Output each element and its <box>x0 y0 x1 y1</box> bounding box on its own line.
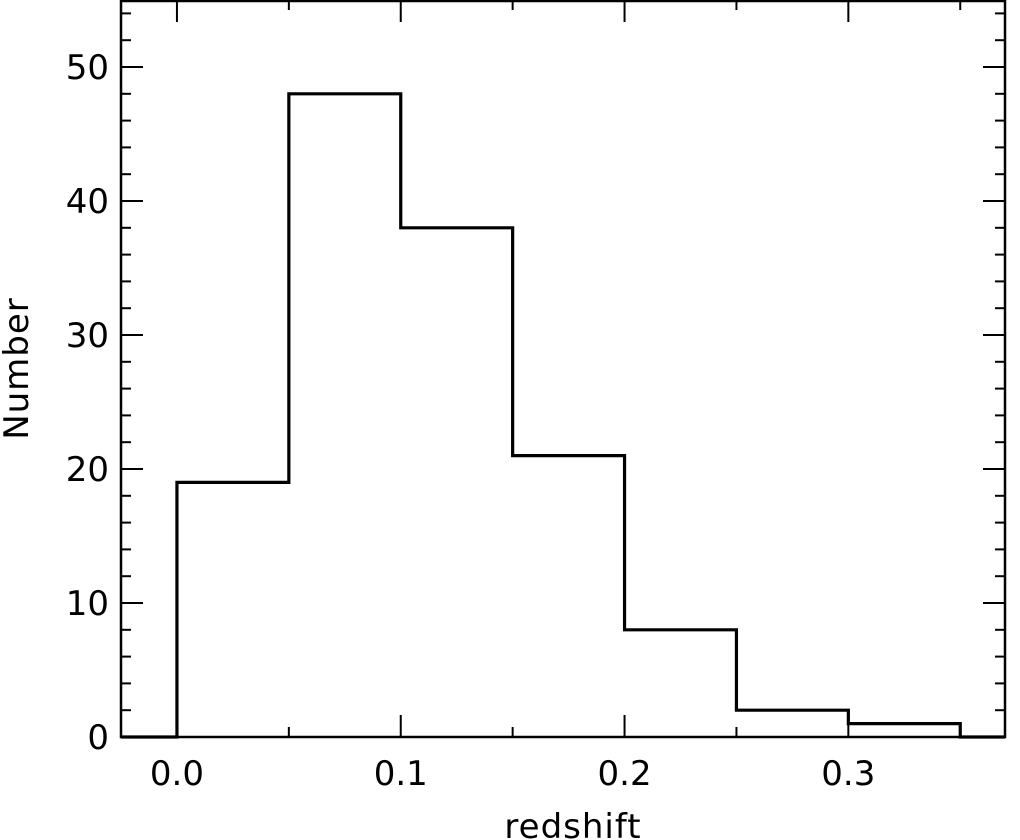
plot-frame <box>119 0 1007 739</box>
y-axis-title: Number <box>0 297 37 440</box>
histogram-bar <box>177 482 289 737</box>
x-tick-label: 0.0 <box>150 754 204 794</box>
histogram-step-line <box>121 92 1005 739</box>
histogram-bars <box>177 94 960 737</box>
histogram-bar <box>289 94 401 737</box>
axis-ticks <box>121 0 1005 738</box>
x-axis-title: redshift <box>504 807 641 840</box>
x-tick-label: 0.2 <box>598 754 652 794</box>
histogram-bar <box>401 228 513 737</box>
y-tick-label: 50 <box>66 48 109 88</box>
y-tick-label: 0 <box>87 718 109 758</box>
y-tick-label: 20 <box>66 450 109 490</box>
histogram-bar <box>625 630 737 737</box>
y-tick-label: 30 <box>66 316 109 356</box>
x-tick-label: 0.1 <box>374 754 428 794</box>
histogram-bar <box>848 724 960 737</box>
y-tick-label: 40 <box>66 182 109 222</box>
tick-labels: 0 10 20 30 40 50 0.0 0.1 0.2 0.3 <box>66 48 876 794</box>
y-tick-label: 10 <box>66 584 109 624</box>
histogram-bar <box>513 456 625 737</box>
x-tick-label: 0.3 <box>821 754 875 794</box>
histogram-bar <box>736 710 848 737</box>
